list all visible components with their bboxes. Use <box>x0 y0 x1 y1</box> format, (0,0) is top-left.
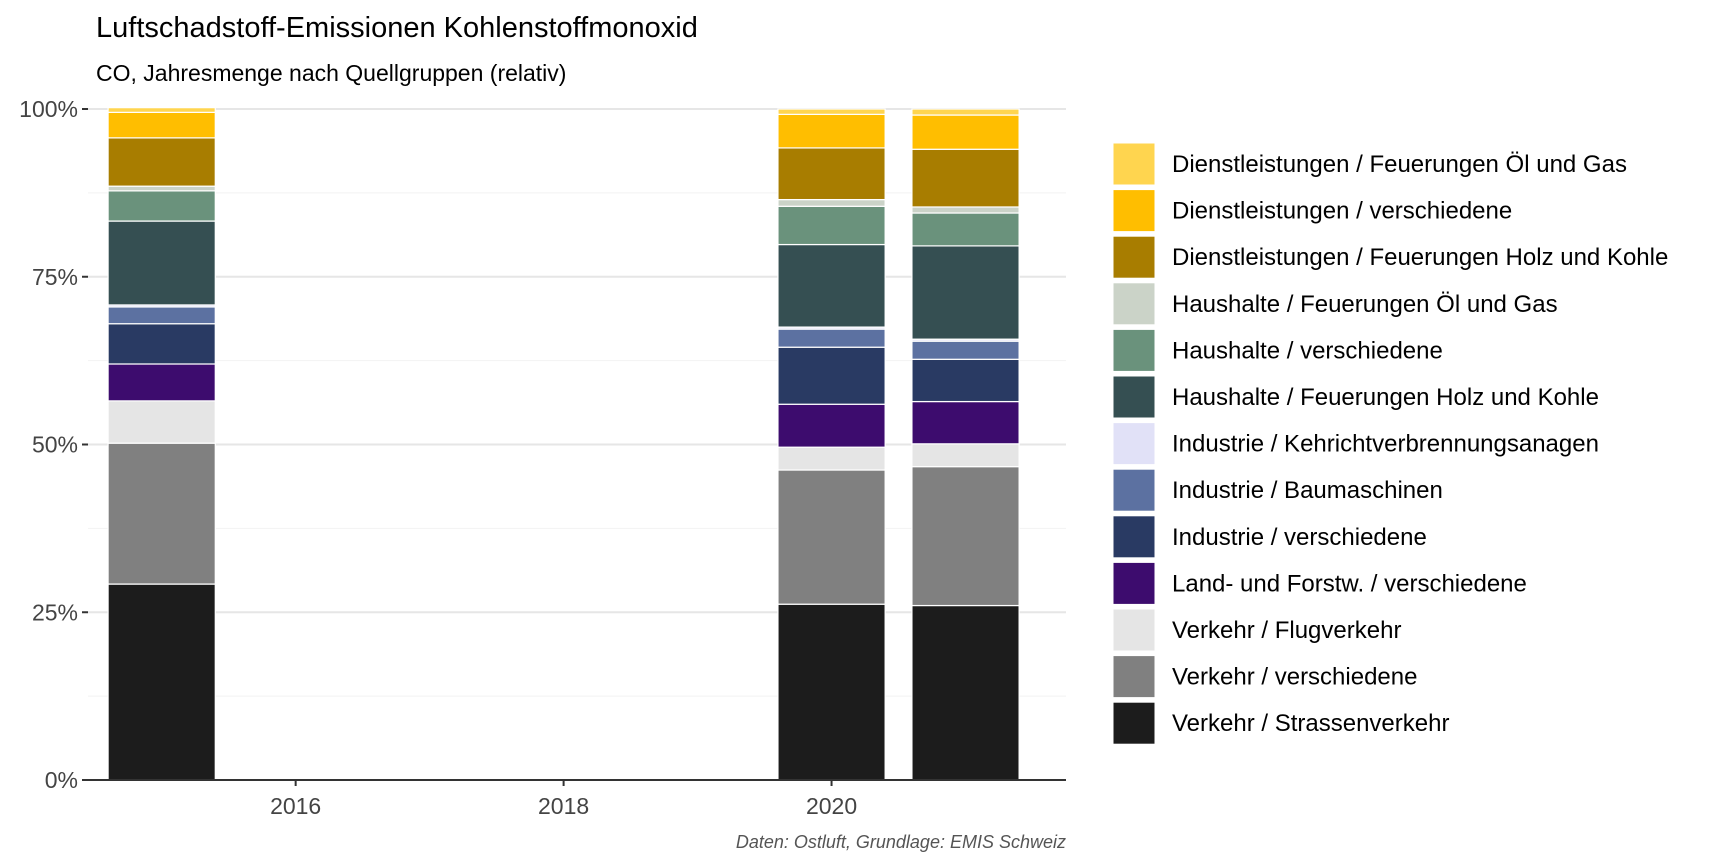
bar-segment <box>777 113 886 149</box>
legend-key <box>1112 375 1156 419</box>
bar-segment <box>911 148 1020 208</box>
legend-key <box>1112 422 1156 466</box>
bar-segment <box>107 583 216 781</box>
bar-segment <box>107 185 216 192</box>
legend: Dienstleistungen / Feuerungen Öl und Gas… <box>1112 142 1668 745</box>
legend-key <box>1112 142 1156 186</box>
bar-segment <box>107 363 216 402</box>
bar-segment <box>911 114 1020 150</box>
bar-segment <box>107 323 216 365</box>
bar-segment <box>777 603 886 781</box>
bar-segment <box>777 243 886 328</box>
bar-segment <box>107 107 216 113</box>
y-tick-label: 25% <box>32 599 78 625</box>
bar-segment <box>777 469 886 605</box>
source-caption: Daten: Ostluft, Grundlage: EMIS Schweiz <box>735 832 1066 852</box>
legend-key <box>1112 328 1156 372</box>
x-tick-label: 2018 <box>538 793 589 819</box>
legend-label: Haushalte / verschiedene <box>1172 337 1443 364</box>
legend-label: Verkehr / verschiedene <box>1172 664 1417 691</box>
axes: 0% 25% 50% 75% 100% 2016 2018 2020 <box>19 96 1066 819</box>
chart-subtitle: CO, Jahresmenge nach Quellgruppen (relat… <box>96 60 567 86</box>
bar-segment <box>911 466 1020 607</box>
bar-segment <box>107 137 216 187</box>
legend-label: Haushalte / Feuerungen Öl und Gas <box>1172 291 1558 318</box>
bar-segment <box>777 205 886 246</box>
bar-segment <box>777 446 886 471</box>
legend-key <box>1112 561 1156 605</box>
bar-segment <box>911 206 1020 214</box>
legend-key <box>1112 655 1156 699</box>
y-tick-label: 50% <box>32 432 78 458</box>
bar-segment <box>777 147 886 201</box>
bar-segment <box>911 340 1020 360</box>
bar-segment <box>911 245 1020 340</box>
bar-segment <box>107 306 216 325</box>
legend-label: Verkehr / Strassenverkehr <box>1172 710 1449 737</box>
y-tick-label: 75% <box>32 264 78 290</box>
bar-segment <box>777 198 886 207</box>
bar-segment <box>911 108 1020 116</box>
bar-segment <box>911 358 1020 403</box>
legend-key <box>1112 468 1156 512</box>
legend-key <box>1112 282 1156 326</box>
x-tick-label: 2016 <box>270 793 321 819</box>
legend-key <box>1112 515 1156 559</box>
bar-segment <box>911 604 1020 781</box>
legend-label: Verkehr / Flugverkehr <box>1172 617 1401 644</box>
legend-label: Industrie / Baumaschinen <box>1172 477 1443 504</box>
bar-segment <box>107 111 216 139</box>
legend-key <box>1112 235 1156 279</box>
bar-segment <box>911 443 1020 468</box>
bar-segment <box>777 108 886 115</box>
x-tick-label: 2020 <box>806 793 857 819</box>
legend-label: Dienstleistungen / Feuerungen Holz und K… <box>1172 244 1668 271</box>
bar-segment <box>777 403 886 448</box>
legend-label: Dienstleistungen / verschiedene <box>1172 198 1512 225</box>
legend-label: Land- und Forstw. / verschiedene <box>1172 570 1527 597</box>
y-tick-label: 0% <box>45 767 78 793</box>
legend-label: Industrie / verschiedene <box>1172 524 1427 551</box>
bar-segment <box>107 400 216 444</box>
bar-segment <box>107 190 216 222</box>
bar-segment <box>777 328 886 348</box>
bar-segment <box>107 220 216 306</box>
legend-label: Dienstleistungen / Feuerungen Öl und Gas <box>1172 151 1627 178</box>
y-tick-label: 100% <box>19 96 78 122</box>
chart-title: Luftschadstoff-Emissionen Kohlenstoffmon… <box>96 12 698 44</box>
legend-key <box>1112 701 1156 745</box>
legend-label: Industrie / Kehrichtverbrennungsanagen <box>1172 431 1599 458</box>
bar-segment <box>911 212 1020 247</box>
bar-segment <box>777 346 886 405</box>
bars <box>107 107 1020 781</box>
legend-key <box>1112 608 1156 652</box>
bar-segment <box>107 442 216 585</box>
legend-label: Haushalte / Feuerungen Holz und Kohle <box>1172 384 1599 411</box>
legend-key <box>1112 189 1156 233</box>
bar-segment <box>911 400 1020 445</box>
